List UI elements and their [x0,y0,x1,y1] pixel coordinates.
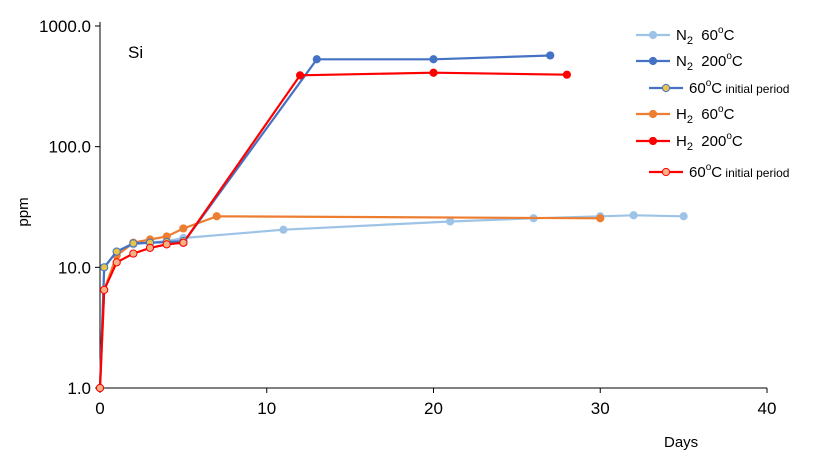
legend-entry-5: 60oC initial period [649,162,789,181]
data-point [145,243,155,252]
legend-label: N2 60oC [676,25,735,47]
axes: 1.0 10.0 100.0 1000.0 0 10 20 30 40 [39,17,776,418]
x-tick-label: 10 [257,399,276,418]
series-layer [95,51,688,393]
x-tick-label: 30 [591,399,610,418]
data-point [429,68,438,77]
legend-swatch-marker [648,30,658,40]
data-point [279,225,288,234]
data-point [629,211,638,220]
data-point [446,217,455,226]
panel-label: Si [128,43,143,62]
data-point [596,214,605,223]
y-tick-label: 1000.0 [39,17,91,36]
legend-label: H2 200oC [676,131,743,153]
data-point [429,55,438,64]
data-point [95,383,105,393]
data-point [312,55,321,64]
data-point [112,247,121,256]
y-tick-label: 1.0 [67,379,91,398]
legend-entry-3: H2 60oC [636,104,735,126]
data-point [129,239,138,248]
data-point [212,212,221,221]
data-point [679,212,688,221]
legend-label: H2 60oC [676,104,735,126]
legend-entry-1: N2 200oC [636,51,743,73]
series-line [182,54,551,244]
y-axis-label: ppm [15,197,32,226]
data-point [162,240,171,249]
legend-swatch-marker [661,167,671,177]
series-line [98,240,184,389]
x-tick-label: 20 [424,399,443,418]
x-axis-label: Days [664,434,698,451]
data-point [179,224,188,233]
series-line [98,214,684,389]
series-2 [95,236,188,393]
legend-entry-4: H2 200oC [636,131,743,153]
legend-label: 60oC initial period [689,162,789,181]
x-tick-label: 40 [758,399,777,418]
legend: N2 60oC N2 200oC 60oC initial period H2 60o… [636,25,789,181]
data-point [296,71,305,80]
x-tick-label: 0 [95,399,104,418]
series-line [182,71,567,244]
data-point [100,285,109,295]
legend-swatch-marker [661,83,671,93]
data-point [129,249,138,258]
legend-swatch-marker [648,136,658,146]
legend-swatch-marker [648,109,658,119]
legend-swatch-marker [648,56,658,66]
data-point [179,238,188,247]
legend-entry-0: N2 60oC [636,25,735,47]
data-point [546,51,555,60]
y-tick-label: 10.0 [58,258,91,277]
series-5 [95,238,188,393]
legend-entry-2: 60oC initial period [649,78,789,97]
data-point [100,263,109,272]
data-point [562,70,572,79]
legend-label: N2 200oC [676,51,743,73]
data-point [112,258,121,267]
legend-label: 60oC initial period [689,78,789,97]
y-tick-label: 100.0 [48,138,91,157]
